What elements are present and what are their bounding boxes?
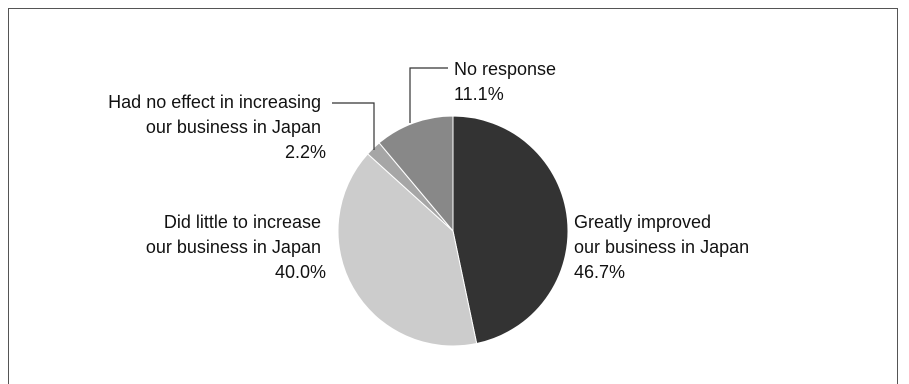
slice-value-no-effect: 2.2% [285, 142, 326, 162]
chart-frame [8, 8, 898, 384]
pie-slices [337, 115, 569, 347]
pie-slice-no-response [378, 115, 454, 233]
leader-lines [332, 67, 448, 150]
slice-label-no-response: No response 11.1% [454, 59, 561, 104]
slice-label-no-effect: Had no effect in increasing our business… [108, 92, 326, 162]
slice-value-no-response: 11.1% [454, 84, 504, 104]
pie-slice-did-little [337, 153, 478, 347]
slice-label-did-little: Did little to increase our business in J… [146, 212, 326, 282]
slice-label-greatly-improved: Greatly improved our business in Japan 4… [574, 212, 754, 282]
slice-value-did-little: 40.0% [275, 262, 326, 282]
pie-slice-greatly-improved [452, 115, 569, 345]
leader-line-no-effect [332, 102, 375, 150]
slice-value-greatly-improved: 46.7% [574, 262, 625, 282]
leader-line-no-response [409, 67, 448, 123]
